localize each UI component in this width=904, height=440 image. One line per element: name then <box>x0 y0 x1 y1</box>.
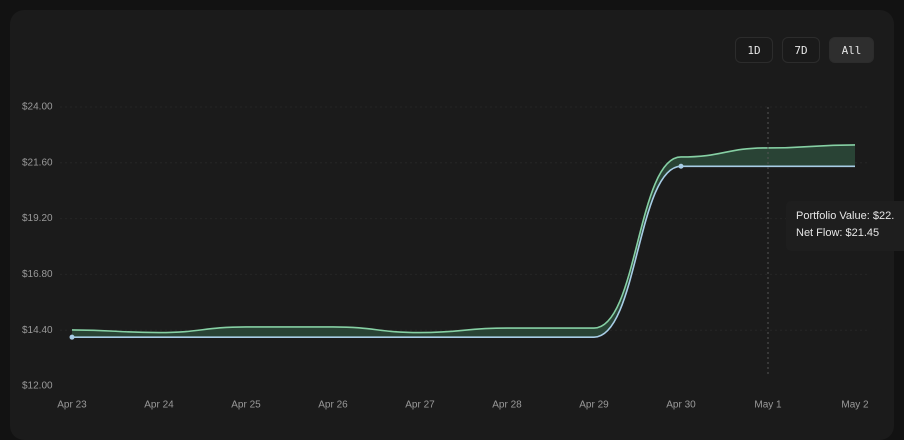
x-tick-label: May 1 <box>754 400 782 411</box>
x-tick-label: May 2 <box>841 400 869 411</box>
x-tick-label: Apr 24 <box>144 400 174 411</box>
range-button[interactable]: 1D <box>735 37 773 63</box>
point-marker <box>69 334 75 340</box>
range-button[interactable]: All <box>829 37 874 63</box>
y-tick-label: $21.60 <box>22 157 53 168</box>
point-marker <box>678 163 684 169</box>
range-button[interactable]: 7D <box>782 37 820 63</box>
tooltip-text: Portfolio Value: $22. <box>796 210 894 222</box>
x-tick-label: Apr 27 <box>405 400 435 411</box>
x-tick-label: Apr 30 <box>666 400 696 411</box>
y-tick-label: $24.00 <box>22 102 53 113</box>
y-tick-label: $19.20 <box>22 213 53 224</box>
series-line <box>72 165 855 338</box>
x-tick-label: Apr 26 <box>318 400 348 411</box>
x-tick-label: Apr 23 <box>57 400 87 411</box>
series-line <box>71 144 856 334</box>
tooltip: Portfolio Value: $22. Net Flow: $21.45 <box>786 201 904 251</box>
chart-card <box>10 10 894 440</box>
y-tick-label: $14.40 <box>22 325 53 336</box>
x-tick-label: Apr 25 <box>231 400 261 411</box>
page: 1D 7D All $12.00 $14.40 $16.80 $19.20 $21.60… <box>22 37 904 411</box>
spread-area <box>72 144 855 338</box>
chart: $12.00 $14.40 $16.80 $19.20 $21.60 $24.00 Apr … <box>22 102 904 411</box>
y-tick-label: $16.80 <box>22 269 53 280</box>
tooltip-box <box>786 201 904 251</box>
y-tick-label: $12.00 <box>22 381 53 392</box>
x-tick-label: Apr 29 <box>579 400 609 411</box>
tooltip-text: Net Flow: $21.45 <box>796 227 879 239</box>
x-tick-label: Apr 28 <box>492 400 522 411</box>
